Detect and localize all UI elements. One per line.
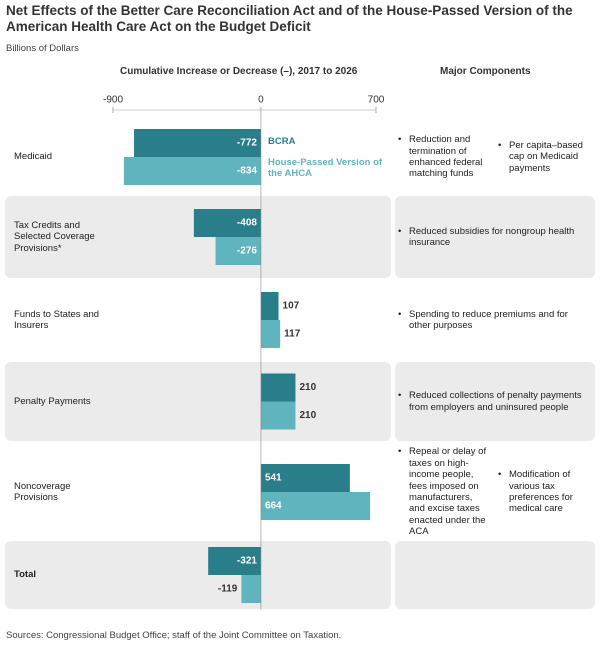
value-label: 210 bbox=[299, 382, 316, 393]
value-label: -834 bbox=[237, 166, 257, 177]
category-label: Penalty Payments bbox=[14, 362, 114, 441]
chart-title: Net Effects of the Better Care Reconcili… bbox=[6, 3, 573, 35]
category-text: Tax Credits and Selected Coverage Provis… bbox=[14, 219, 95, 254]
bar bbox=[260, 464, 350, 492]
category-label: Noncoverage Provisions bbox=[14, 443, 114, 541]
value-label: -119 bbox=[218, 584, 238, 595]
source-note: Sources: Congressional Budget Office; st… bbox=[6, 630, 342, 641]
value-label: -276 bbox=[237, 246, 257, 257]
bar bbox=[208, 547, 261, 575]
bar bbox=[241, 575, 261, 603]
bar bbox=[260, 401, 296, 430]
x-tick-label: 0 bbox=[258, 95, 264, 106]
value-label: -772 bbox=[237, 138, 257, 149]
bar bbox=[260, 373, 296, 402]
bar bbox=[193, 209, 261, 237]
bar bbox=[215, 237, 261, 265]
category-label: Medicaid bbox=[14, 118, 114, 196]
component-item: Repeal or delay of taxes on high-income … bbox=[398, 446, 490, 537]
bar bbox=[260, 492, 371, 520]
x-tick-label: 700 bbox=[368, 95, 385, 106]
components: Reduced collections of penalty payments … bbox=[398, 362, 590, 441]
bar bbox=[134, 129, 261, 157]
value-label: 541 bbox=[265, 473, 282, 484]
component-item: Modification of various tax preferences … bbox=[498, 469, 590, 515]
components: Reduction and termination of enhanced fe… bbox=[398, 118, 590, 196]
value-label: -321 bbox=[237, 556, 257, 567]
components bbox=[398, 541, 590, 609]
value-label: 664 bbox=[265, 501, 282, 512]
value-label: 210 bbox=[299, 410, 316, 421]
category-text: Noncoverage Provisions bbox=[14, 480, 71, 503]
row-band bbox=[5, 541, 391, 609]
axis-title: Cumulative Increase or Decrease (–), 201… bbox=[120, 66, 358, 77]
component-item: Reduced collections of penalty payments … bbox=[398, 390, 590, 413]
components: Repeal or delay of taxes on high-income … bbox=[398, 443, 590, 541]
bar bbox=[260, 320, 281, 348]
legend-label: House-Passed Version of the AHCA bbox=[268, 157, 383, 180]
category-label: Funds to States and Insurers bbox=[14, 278, 114, 362]
legend-label: BCRA bbox=[268, 136, 296, 147]
x-tick-label: -900 bbox=[103, 95, 123, 106]
category-label: Tax Credits and Selected Coverage Provis… bbox=[14, 196, 114, 278]
value-label: -408 bbox=[237, 218, 257, 229]
components: Spending to reduce premiums and for othe… bbox=[398, 278, 590, 362]
category-text: Medicaid bbox=[14, 151, 53, 163]
category-text: Funds to States and Insurers bbox=[14, 308, 100, 331]
value-label: 107 bbox=[283, 301, 300, 312]
components: Reduced subsidies for nongroup health in… bbox=[398, 196, 590, 278]
value-label: 117 bbox=[284, 329, 301, 340]
category-text: Penalty Payments bbox=[14, 395, 91, 407]
row-band bbox=[395, 541, 595, 609]
component-item: Reduction and termination of enhanced fe… bbox=[398, 134, 490, 180]
bar bbox=[123, 157, 261, 185]
component-item: Reduced subsidies for nongroup health in… bbox=[398, 226, 590, 249]
bar bbox=[260, 292, 279, 320]
component-item: Per capita–based cap on Medicaid payment… bbox=[498, 140, 590, 174]
subtitle: Billions of Dollars bbox=[6, 43, 79, 54]
components-title: Major Components bbox=[440, 66, 531, 77]
category-label: Total bbox=[14, 541, 114, 609]
category-text: Total bbox=[14, 569, 36, 581]
component-item: Spending to reduce premiums and for othe… bbox=[398, 309, 590, 332]
